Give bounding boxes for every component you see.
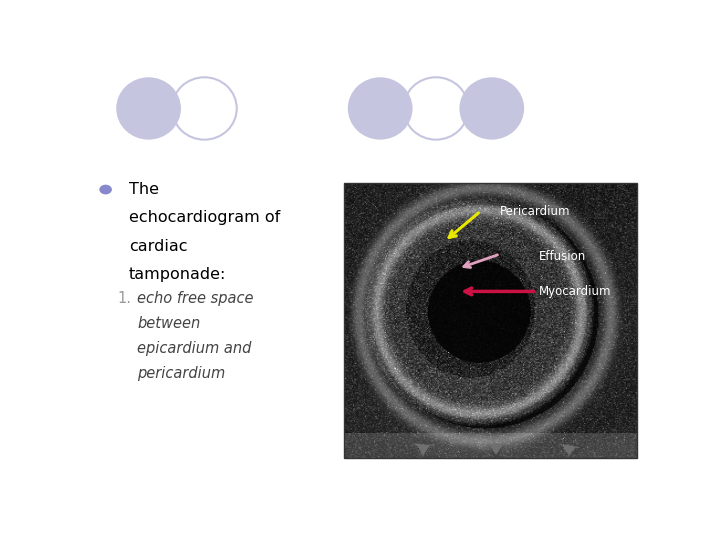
Ellipse shape (116, 77, 181, 140)
Text: epicardium and: epicardium and (138, 341, 252, 356)
Ellipse shape (348, 77, 413, 140)
Ellipse shape (459, 77, 524, 140)
Bar (344, 183, 636, 458)
Text: pericardium: pericardium (138, 366, 225, 381)
Circle shape (100, 185, 111, 194)
Text: between: between (138, 316, 201, 332)
Text: Myocardium: Myocardium (539, 285, 612, 298)
Text: Pericardium: Pericardium (500, 205, 571, 218)
Text: echo free space: echo free space (138, 292, 254, 306)
Text: cardiac: cardiac (129, 239, 187, 254)
Text: The: The (129, 182, 159, 197)
Text: 1.: 1. (118, 292, 132, 306)
Text: echocardiogram of: echocardiogram of (129, 211, 280, 225)
Text: tamponade:: tamponade: (129, 267, 226, 282)
Text: Effusion: Effusion (539, 249, 587, 262)
